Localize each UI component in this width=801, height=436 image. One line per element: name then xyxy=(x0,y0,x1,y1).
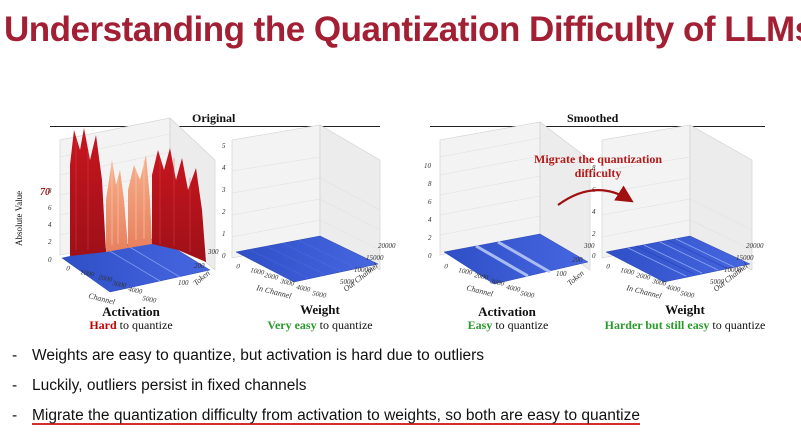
svg-text:0: 0 xyxy=(66,264,72,273)
svg-text:2000: 2000 xyxy=(264,271,280,282)
z-axis-label: Absolute Value xyxy=(14,191,24,246)
svg-text:15000: 15000 xyxy=(736,254,754,262)
svg-text:4000: 4000 xyxy=(506,283,522,294)
z-tick-labels-weight: 0 1 2 3 4 5 xyxy=(221,142,226,260)
bullet-item: - Luckily, outliers persist in fixed chan… xyxy=(12,376,640,406)
svg-text:4000: 4000 xyxy=(128,285,144,296)
svg-text:300: 300 xyxy=(207,248,219,256)
svg-text:200: 200 xyxy=(194,262,205,270)
svg-text:3: 3 xyxy=(221,186,226,194)
z-tick-labels-activation: 0 2 4 6 8 xyxy=(48,187,52,264)
plot-original-weight: 0 1 2 3 4 5 0 1000 2000 3000 4000 5000 I… xyxy=(221,125,396,301)
caption-smoothed-weight: Weight xyxy=(655,302,715,318)
svg-text:5000: 5000 xyxy=(680,289,696,300)
svg-text:2000: 2000 xyxy=(636,271,652,282)
svg-text:1000: 1000 xyxy=(458,266,474,277)
svg-text:4: 4 xyxy=(48,221,52,229)
svg-text:2000: 2000 xyxy=(474,271,490,282)
svg-text:4: 4 xyxy=(428,216,432,224)
svg-text:6: 6 xyxy=(48,204,52,212)
svg-text:0: 0 xyxy=(444,262,450,271)
svg-text:2: 2 xyxy=(48,238,52,246)
svg-text:0: 0 xyxy=(592,252,596,260)
svg-text:4000: 4000 xyxy=(296,283,312,294)
svg-text:6: 6 xyxy=(428,198,432,206)
svg-text:5000: 5000 xyxy=(520,289,536,300)
caption-original-weight: Weight xyxy=(290,302,350,318)
status-original-activation: Hard to quantize xyxy=(66,318,196,333)
svg-text:0: 0 xyxy=(236,262,242,271)
status-original-weight: Very easy to quantize xyxy=(250,318,390,333)
svg-text:1000: 1000 xyxy=(620,266,636,277)
svg-text:4000: 4000 xyxy=(666,283,682,294)
status-smoothed-activation: Easy to quantize xyxy=(448,318,568,333)
token-axis-label-smoothed: Token xyxy=(566,269,586,288)
svg-text:20000: 20000 xyxy=(746,242,764,250)
bullet-list: - Weights are easy to quantize, but activ… xyxy=(12,346,640,436)
svg-text:100: 100 xyxy=(556,270,567,278)
svg-text:4: 4 xyxy=(592,208,596,216)
migration-annotation: Migrate the quantization difficulty xyxy=(518,152,678,180)
bullet-item: - Weights are easy to quantize, but activ… xyxy=(12,346,640,376)
svg-text:1000: 1000 xyxy=(250,266,266,277)
svg-text:1: 1 xyxy=(222,230,226,238)
plot-original-activation: 70 0 2 4 6 8 Absolute Value 0 1000 2000 … xyxy=(14,118,219,307)
svg-text:2: 2 xyxy=(428,234,432,242)
svg-text:5: 5 xyxy=(222,142,226,150)
bullet-item: - Migrate the quantization difficulty fro… xyxy=(12,406,640,436)
status-smoothed-weight: Harder but still easy to quantize xyxy=(598,318,772,333)
svg-text:0: 0 xyxy=(48,256,52,264)
svg-text:0: 0 xyxy=(606,262,612,271)
svg-text:4: 4 xyxy=(222,164,226,172)
svg-text:0: 0 xyxy=(222,252,226,260)
svg-text:10: 10 xyxy=(424,162,432,170)
svg-text:2: 2 xyxy=(222,208,226,216)
channel-axis-label-smoothed: Channel xyxy=(466,283,495,298)
svg-text:0: 0 xyxy=(428,252,432,260)
svg-text:1000: 1000 xyxy=(80,268,96,279)
svg-text:300: 300 xyxy=(583,242,595,250)
svg-text:15000: 15000 xyxy=(366,254,384,262)
svg-text:100: 100 xyxy=(178,279,189,287)
svg-text:20000: 20000 xyxy=(378,242,396,250)
plot-smoothed-activation: 0 2 4 6 8 10 0 1000 2000 3000 4000 5000 … xyxy=(424,122,595,300)
svg-text:8: 8 xyxy=(428,180,432,188)
svg-text:2: 2 xyxy=(592,230,596,238)
svg-text:8: 8 xyxy=(48,187,52,195)
svg-text:200: 200 xyxy=(572,256,583,264)
z-tick-labels-smoothed: 0 2 4 6 8 10 xyxy=(424,162,432,260)
svg-text:5000: 5000 xyxy=(312,289,328,300)
